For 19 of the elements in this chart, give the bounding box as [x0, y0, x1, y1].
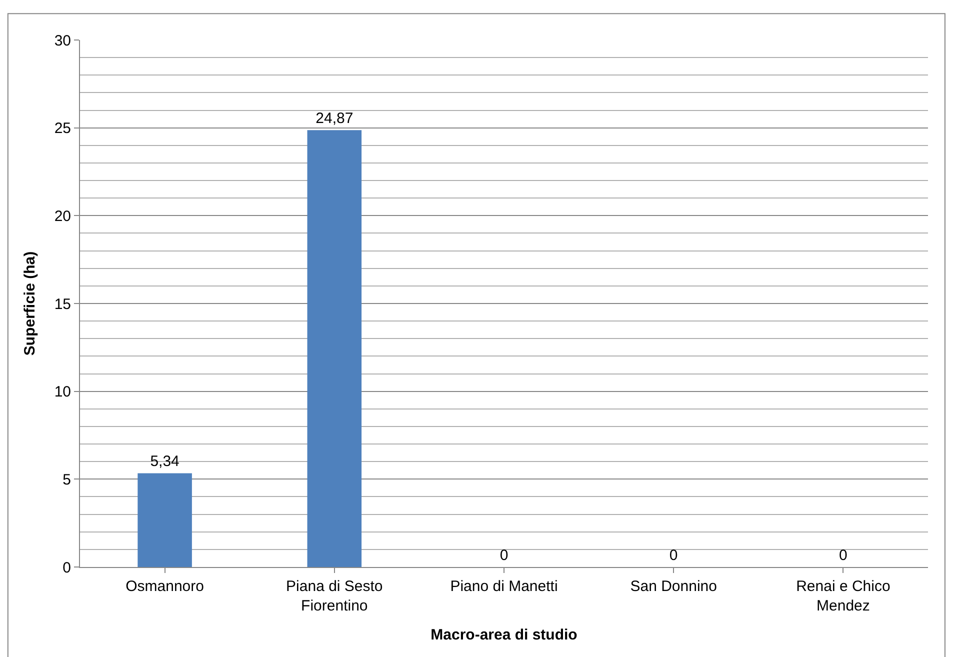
y-tick-label: 0	[62, 559, 71, 576]
x-axis-title: Macro-area di studio	[430, 626, 578, 644]
x-tick-label: Piana di Sesto Fiorentino	[286, 578, 383, 614]
y-axis-title: Superficie (ha)	[22, 251, 39, 356]
x-tick-label: Osmannoro	[126, 578, 204, 595]
data-label: 5,34	[150, 453, 180, 470]
y-tick-label: 10	[54, 384, 71, 401]
y-tick-label: 20	[54, 208, 71, 225]
x-tick-label: Piano di Manetti	[450, 578, 558, 595]
x-tick-label: San Donnino	[630, 578, 717, 595]
data-label: 0	[669, 547, 678, 564]
data-label: 24,87	[316, 110, 354, 128]
y-tick-label: 25	[54, 120, 71, 138]
data-label: 0	[500, 547, 508, 564]
y-tick-label: 30	[54, 32, 71, 50]
y-tick-label: 15	[54, 296, 71, 313]
data-label: 0	[839, 547, 848, 564]
x-tick-label: Renai e Chico Mendez	[796, 578, 890, 614]
y-tick-label: 5	[62, 471, 71, 488]
